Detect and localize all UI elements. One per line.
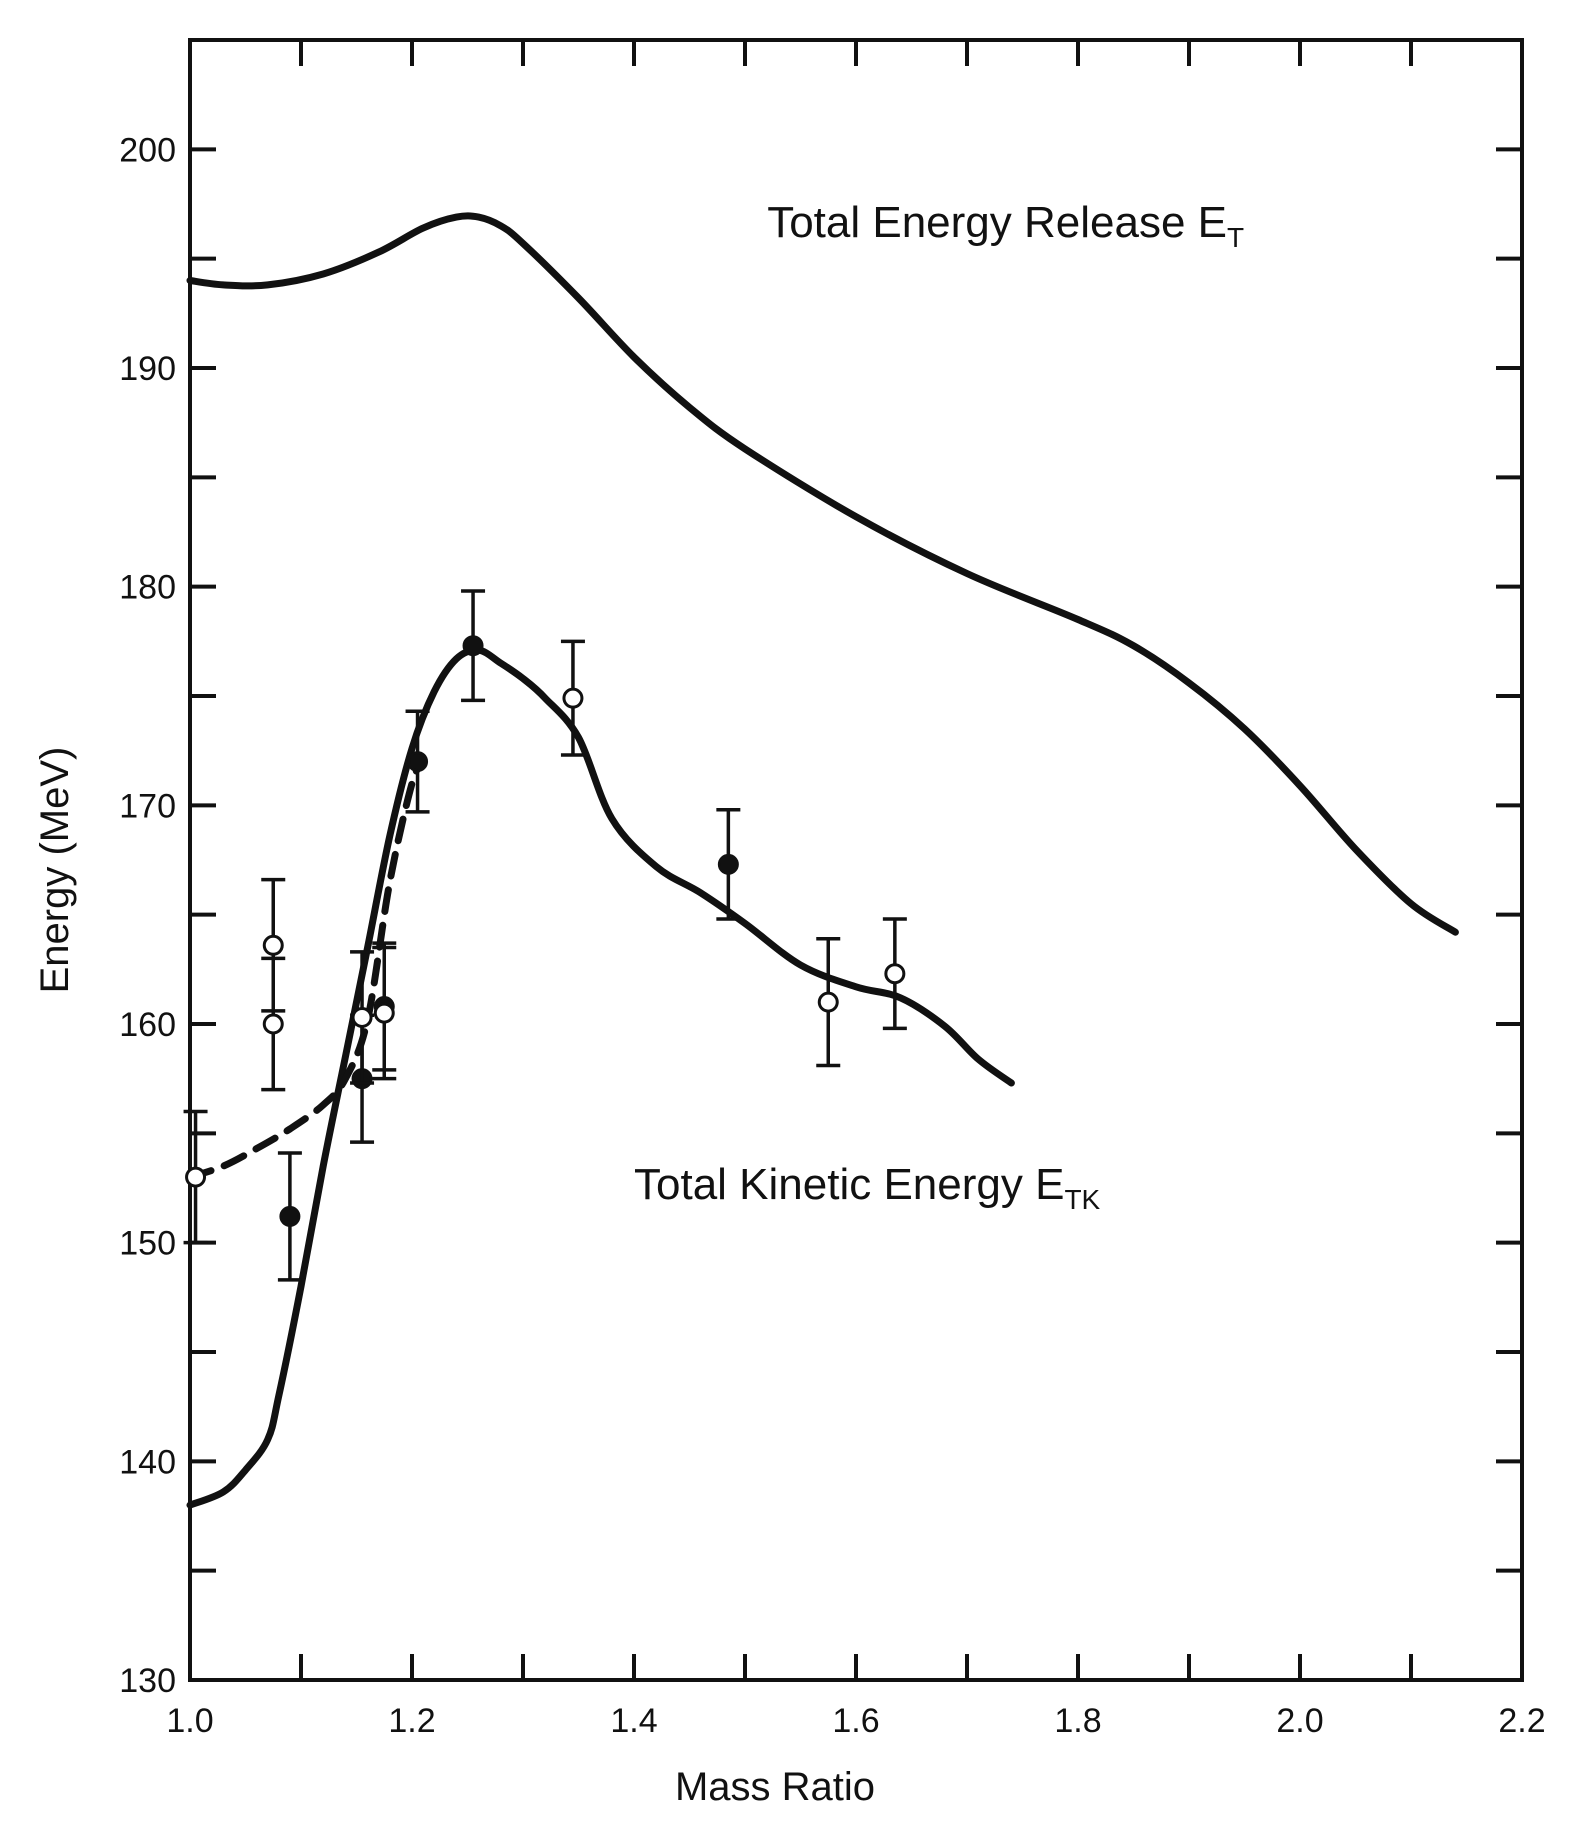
open-data-point: [816, 936, 841, 1068]
axis-ticks: [188, 40, 1524, 1682]
open-marker: [562, 687, 584, 709]
filled-data-point: [277, 1151, 302, 1282]
open-marker: [817, 991, 839, 1013]
open-marker: [373, 1002, 395, 1024]
filled-marker: [462, 635, 484, 657]
plot-border: [188, 38, 1524, 1682]
filled-marker: [279, 1205, 301, 1227]
open-data-point: [183, 1109, 208, 1245]
open-marker: [262, 934, 284, 956]
open-data-point: [882, 917, 907, 1031]
open-data-point: [372, 945, 397, 1081]
filled-marker: [407, 751, 429, 773]
series-line-kinetic-dashed: [186, 758, 427, 1181]
filled-data-point: [716, 807, 741, 921]
y-tick-label: 140: [119, 1443, 176, 1481]
series-line-total-kinetic-energy: [186, 646, 1015, 1509]
annotation-etk: Total Kinetic Energy ETK: [634, 1160, 1101, 1215]
series-line-total-energy-release: [186, 212, 1459, 936]
y-axis-label: Energy (MeV): [33, 747, 77, 994]
filled-data-point: [461, 589, 486, 703]
series-lines: [186, 212, 1459, 1509]
tick-labels: 1.0 1.2 1.4 1.6 1.8 2.0 2.2 130 140 150 160 170 180 1…: [119, 131, 1545, 1740]
open-data-point: [261, 956, 286, 1092]
y-tick-label: 180: [119, 569, 176, 607]
y-tick-label: 190: [119, 350, 176, 388]
annotation-et: Total Energy Release ET: [767, 198, 1244, 253]
open-data-point: [560, 639, 585, 757]
open-marker: [884, 963, 906, 985]
open-data-point: [350, 950, 375, 1085]
data-points: [183, 589, 907, 1282]
y-tick-label: 160: [119, 1006, 176, 1044]
x-tick-label: 1.8: [1054, 1702, 1101, 1740]
x-tick-label: 1.0: [166, 1702, 213, 1740]
annotation-subscript: T: [1227, 222, 1244, 253]
y-tick-label: 130: [119, 1662, 176, 1700]
y-tick-label: 150: [119, 1225, 176, 1263]
x-tick-label: 2.0: [1276, 1702, 1323, 1740]
annotation-subscript: TK: [1064, 1184, 1100, 1215]
open-marker: [351, 1006, 373, 1028]
x-tick-label: 1.2: [388, 1702, 435, 1740]
y-tick-label: 170: [119, 787, 176, 825]
annotations: Total Energy Release ET Total Kinetic Ene…: [634, 198, 1244, 1215]
open-marker: [262, 1013, 284, 1035]
annotation-main-text: Total Energy Release E: [767, 198, 1227, 247]
x-axis-label: Mass Ratio: [675, 1765, 875, 1809]
open-marker: [185, 1166, 207, 1188]
plot-frame: [188, 38, 1524, 1682]
x-tick-label: 1.6: [832, 1702, 879, 1740]
x-tick-label: 2.2: [1498, 1702, 1545, 1740]
annotation-main-text: Total Kinetic Energy E: [634, 1160, 1064, 1209]
filled-marker: [717, 853, 739, 875]
x-tick-label: 1.4: [610, 1702, 657, 1740]
y-tick-label: 200: [119, 131, 176, 169]
filled-data-point: [405, 709, 430, 814]
